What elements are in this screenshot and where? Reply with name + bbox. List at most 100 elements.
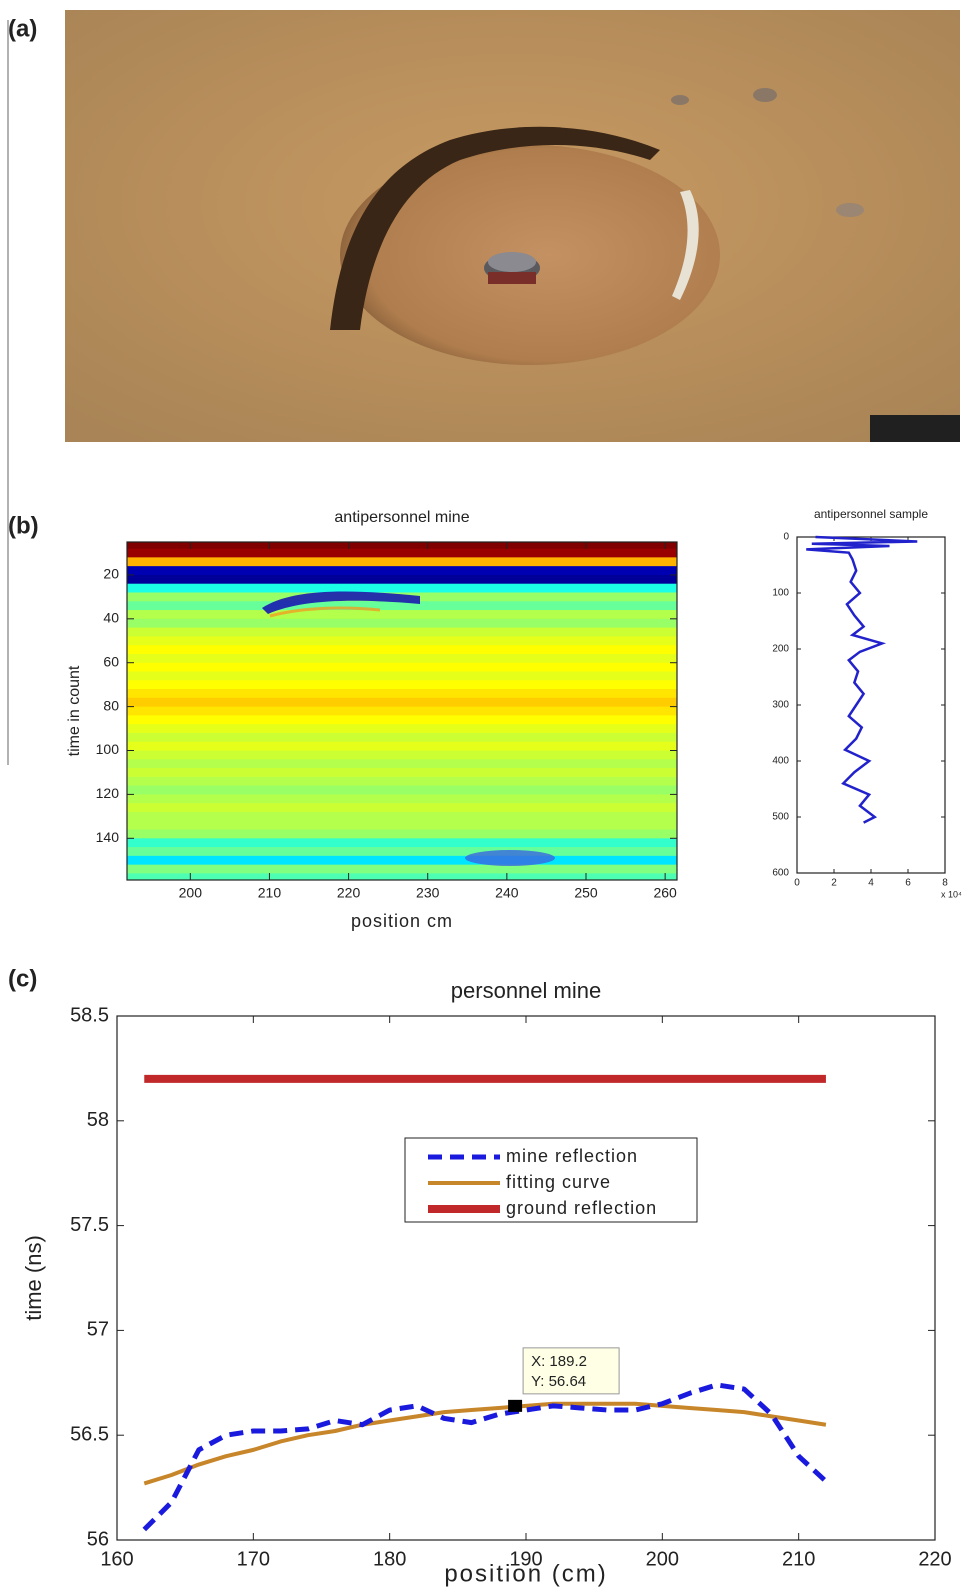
- heat-row: [127, 671, 677, 681]
- series-line: [142, 1382, 828, 1532]
- panel-label: (c): [8, 965, 37, 992]
- y-tick-label: 57.5: [70, 1214, 109, 1236]
- legend-label: fitting curve: [506, 1172, 611, 1192]
- heat-row: [127, 724, 677, 734]
- x-tick-label: 200: [646, 1548, 679, 1570]
- heat-row: [127, 566, 677, 576]
- heat-row: [127, 864, 677, 874]
- datatip-box: [522, 1347, 620, 1395]
- heat-row: [127, 829, 677, 839]
- panel-label: (b): [8, 512, 39, 539]
- heat-row: [127, 689, 677, 699]
- y-tick-label: 100: [772, 588, 789, 599]
- y-tick-label: 300: [772, 700, 789, 711]
- x-tick-label: 4: [868, 878, 874, 889]
- heat-row: [127, 794, 677, 804]
- chart-title: personnel mine: [451, 978, 601, 1003]
- heat-row: [127, 847, 677, 857]
- y-axis-label: time (ns): [21, 1235, 46, 1321]
- heat-row: [127, 610, 677, 620]
- y-tick-label: 57: [87, 1319, 109, 1341]
- heat-row: [127, 741, 677, 752]
- heat-row: [127, 636, 677, 646]
- x-tick-label: 200: [179, 885, 203, 901]
- y-tick-label: 56.5: [70, 1423, 109, 1445]
- y-tick-label: 58.5: [70, 1004, 109, 1026]
- x-axis-label: position (cm): [444, 1560, 607, 1587]
- y-tick-label: 80: [103, 697, 119, 713]
- x-tick-label: 170: [237, 1548, 270, 1570]
- chart-title: antipersonnel mine: [334, 509, 469, 526]
- heat-row: [127, 803, 677, 813]
- y-tick-label: 20: [103, 566, 119, 582]
- heat-row: [127, 557, 677, 567]
- plot-frame: [116, 1015, 936, 1541]
- y-tick-label: 56: [87, 1528, 109, 1550]
- heat-row: [127, 811, 677, 822]
- heat-row: [127, 820, 677, 831]
- heat-row: [127, 855, 677, 866]
- heat-row: [127, 653, 677, 664]
- y-tick-label: 100: [96, 741, 120, 757]
- datatip-marker: [508, 1399, 523, 1412]
- heat-row: [127, 785, 677, 795]
- heat-row: [127, 750, 677, 760]
- heat-row: [127, 583, 677, 593]
- heat-row: [127, 715, 677, 725]
- heat-row: [127, 680, 677, 690]
- heat-row: [127, 548, 677, 558]
- datatip-text: X: 189.2: [531, 1353, 587, 1370]
- y-tick-label: 600: [772, 868, 789, 879]
- plot-frame: [796, 536, 946, 874]
- x-tick-label: 190: [509, 1548, 542, 1570]
- y-tick-label: 0: [783, 532, 789, 543]
- heat-row: [127, 574, 677, 585]
- heat-row: [127, 732, 677, 743]
- x-tick-label: 220: [337, 885, 361, 901]
- heat-row: [127, 838, 677, 848]
- x-tick-label: 260: [653, 885, 677, 901]
- x-tick-label: 210: [258, 885, 282, 901]
- heat-row: [127, 768, 677, 778]
- x-tick-label: 220: [918, 1548, 951, 1570]
- y-tick-label: 120: [96, 785, 120, 801]
- x-multiplier: x 10⁴: [941, 889, 962, 899]
- y-tick-label: 500: [772, 812, 789, 823]
- x-axis-label: position cm: [351, 911, 453, 931]
- y-tick-label: 40: [103, 610, 119, 626]
- legend-label: ground reflection: [506, 1198, 657, 1218]
- heat-row: [127, 542, 677, 550]
- heat-row: [127, 645, 677, 655]
- heat-row: [127, 618, 677, 629]
- x-tick-label: 210: [782, 1548, 815, 1570]
- heat-row: [127, 697, 677, 708]
- x-tick-label: 2: [831, 878, 837, 889]
- panel-label: (a): [8, 15, 37, 42]
- chart-title: antipersonnel sample: [814, 507, 928, 521]
- heatmap: [127, 542, 677, 881]
- heat-row: [127, 776, 677, 787]
- series-line: [143, 1401, 827, 1486]
- heatmap-features: [262, 591, 555, 866]
- datatip-text: Y: 56.64: [531, 1373, 586, 1390]
- x-tick-label: 180: [373, 1548, 406, 1570]
- photo: [65, 10, 960, 442]
- y-tick-label: 140: [96, 829, 120, 845]
- x-tick-label: 0: [794, 878, 800, 889]
- x-tick-label: 230: [416, 885, 440, 901]
- y-tick-label: 200: [772, 644, 789, 655]
- x-tick-label: 160: [100, 1548, 133, 1570]
- y-tick-label: 58: [87, 1109, 109, 1131]
- y-tick-label: 400: [772, 756, 789, 767]
- heat-row: [127, 601, 677, 611]
- heat-row: [127, 627, 677, 637]
- x-tick-label: 240: [495, 885, 519, 901]
- x-tick-label: 6: [905, 878, 911, 889]
- heat-row: [127, 873, 677, 881]
- plot-frame: [126, 541, 678, 881]
- legend-label: mine reflection: [506, 1146, 638, 1166]
- y-axis-label: time in count: [66, 665, 83, 756]
- x-tick-label: 250: [574, 885, 598, 901]
- heat-row: [127, 759, 677, 769]
